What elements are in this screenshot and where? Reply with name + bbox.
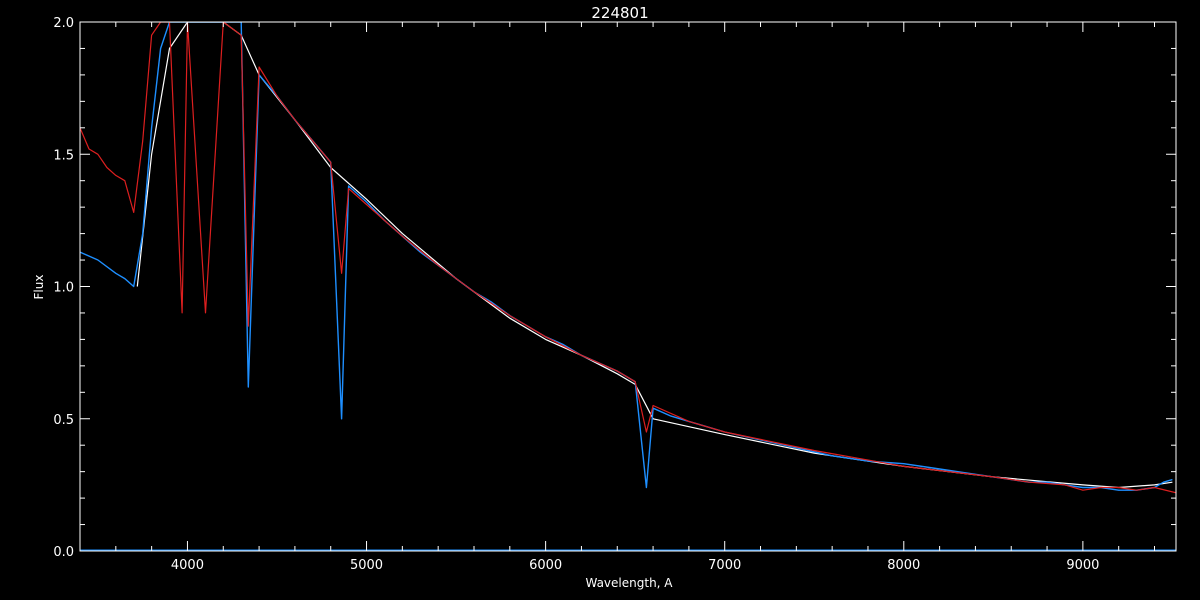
y-tick-label: 0.5 [53,413,74,428]
x-tick-label: 9000 [1066,558,1099,573]
x-tick-label: 8000 [887,558,920,573]
series-line-red [80,22,1176,494]
x-tick-label: 4000 [171,558,204,573]
y-tick-label: 1.0 [53,281,74,296]
y-tick-label: 0.0 [53,545,74,560]
x-tick-label: 7000 [708,558,741,573]
y-axis-label: Flux [32,275,46,300]
x-axis-label: Wavelength, A [585,576,673,590]
axis-ticks: 4000 5000 6000 7000 8000 9000 0.0 0.5 1.0 1.5 2.0 [53,16,1176,573]
y-tick-label: 2.0 [53,16,74,31]
series-group [80,22,1176,551]
chart-title: 224801 [591,4,648,22]
x-tick-label: 5000 [350,558,383,573]
x-tick-label: 6000 [529,558,562,573]
y-tick-label: 1.5 [53,148,74,163]
